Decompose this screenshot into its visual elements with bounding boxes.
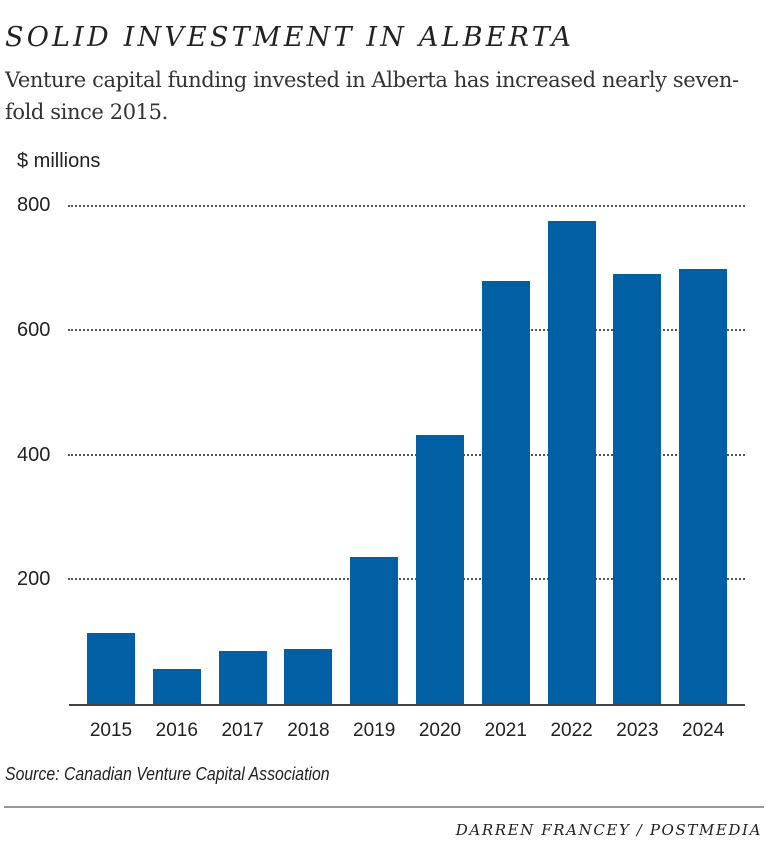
gridline: [68, 329, 745, 331]
gridline: [68, 454, 745, 456]
x-tick-label: 2023: [616, 720, 659, 741]
bar-2021: [481, 280, 530, 705]
gridline: [68, 578, 745, 580]
x-axis-line: [69, 704, 745, 706]
bar-2024: [679, 269, 728, 705]
x-tick-label: 2024: [682, 720, 725, 741]
y-tick-label: 400: [17, 444, 51, 466]
chart-subtitle: Venture capital funding invested in Albe…: [5, 68, 739, 124]
y-tick-label: 600: [17, 319, 51, 341]
bar-2015: [87, 632, 135, 705]
bar-2022: [547, 220, 596, 705]
source-note: Source: Canadian Venture Capital Associa…: [5, 764, 330, 784]
y-axis-unit-label: $ millions: [17, 150, 101, 172]
x-tick-label: 2018: [287, 720, 330, 741]
bar-2020: [416, 435, 464, 705]
x-tick-label: 2015: [89, 720, 133, 741]
x-tick-label: 2016: [155, 720, 198, 741]
footer-divider: [4, 806, 764, 808]
x-tick-label: 2020: [418, 720, 462, 741]
y-tick-label: 800: [17, 194, 51, 216]
x-tick-label: 2022: [550, 720, 593, 741]
credit-line: DARREN FRANCEY / POSTMEDIA: [455, 821, 762, 839]
x-tick-label: 2017: [221, 720, 264, 741]
y-tick-label: 200: [17, 568, 51, 590]
x-tick-label: 2021: [484, 720, 527, 741]
bar-2023: [613, 273, 662, 705]
bar-2016: [152, 669, 201, 705]
gridline: [68, 205, 745, 207]
bar-2017: [218, 650, 267, 705]
x-tick-label: 2019: [353, 720, 396, 741]
chart-title: SOLID INVESTMENT IN ALBERTA: [5, 22, 575, 53]
bar-2019: [350, 556, 399, 705]
bar-2018: [284, 649, 333, 705]
